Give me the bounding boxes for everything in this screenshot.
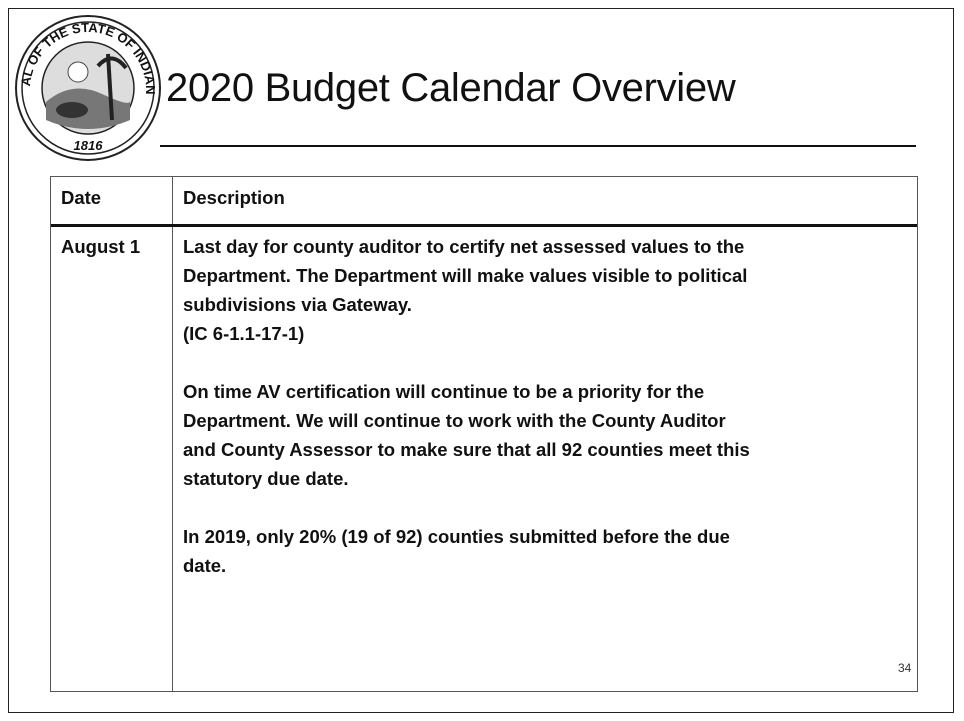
- slide-frame: [8, 8, 954, 713]
- paragraph: Last day for county auditor to certify n…: [183, 232, 750, 348]
- text-line: (IC 6-1.1-17-1): [183, 323, 305, 344]
- seal: SEAL OF THE STATE OF INDIANA 1816: [12, 10, 161, 161]
- paragraph: In 2019, only 20% (19 of 92) counties su…: [183, 522, 750, 580]
- text-line: On time AV certification will continue t…: [183, 381, 705, 402]
- column-header: Date: [61, 187, 102, 208]
- text-line: Department. The Department will make val…: [183, 265, 748, 286]
- date-cell: August 1: [61, 236, 141, 257]
- column-divider: [172, 177, 173, 691]
- page-number: 34: [898, 661, 912, 675]
- text-line: date.: [183, 555, 227, 576]
- description-cell: Last day for county auditor to certify n…: [183, 232, 750, 609]
- text-line: In 2019, only 20% (19 of 92) counties su…: [183, 526, 730, 547]
- header-divider: [51, 224, 917, 227]
- slide-title: 2020 Budget Calendar Overview: [166, 66, 736, 110]
- text-line: Department. We will continue to work wit…: [183, 410, 726, 431]
- text-line: statutory due date.: [183, 468, 349, 489]
- table: Date Description August 1 Last day for c…: [50, 176, 918, 692]
- paragraph: On time AV certification will continue t…: [183, 377, 750, 493]
- title-rule: [160, 145, 916, 147]
- text-line: and County Assessor to make sure that al…: [183, 439, 750, 460]
- seal-year: 1816: [74, 138, 104, 153]
- text-line: Last day for county auditor to certify n…: [183, 236, 745, 257]
- text-line: subdivisions via Gateway.: [183, 294, 412, 315]
- column-header: Description: [183, 187, 285, 208]
